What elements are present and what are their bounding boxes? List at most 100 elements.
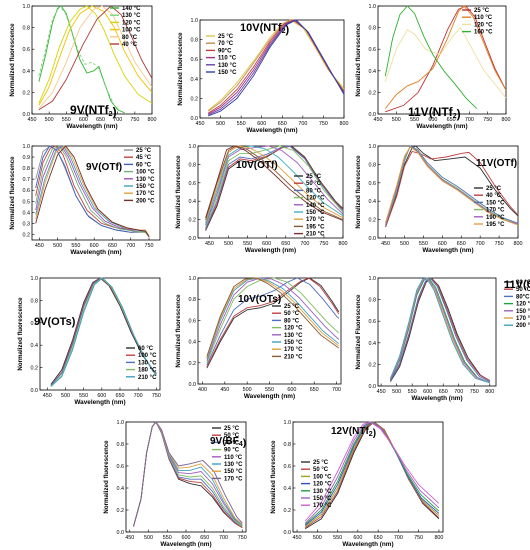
x-tick-label: 650 bbox=[374, 535, 383, 541]
x-tick-label: 500 bbox=[313, 535, 322, 541]
y-tick-label: 0.6 bbox=[369, 319, 377, 325]
series-line bbox=[304, 421, 440, 525]
x-tick-label: 450 bbox=[205, 241, 214, 247]
x-tick-label: 800 bbox=[340, 121, 349, 127]
legend-label: 25 °C bbox=[284, 304, 300, 310]
series-line bbox=[206, 277, 340, 357]
panel-title: 9V(BF4) bbox=[210, 436, 246, 449]
x-tick-label: 550 bbox=[163, 535, 172, 541]
legend-label: 130 °C bbox=[224, 462, 243, 468]
series-line bbox=[205, 145, 344, 221]
x-tick-label: 700 bbox=[300, 241, 309, 247]
series-line bbox=[384, 26, 507, 99]
y-tick-label: 1.0 bbox=[23, 4, 31, 10]
x-tick-label: 500 bbox=[144, 535, 153, 541]
x-tick-label: 800 bbox=[339, 241, 348, 247]
legend-label: 50 °C bbox=[284, 311, 300, 317]
legend-label: 80 °C bbox=[284, 318, 300, 324]
x-tick-label: 600 bbox=[182, 535, 191, 541]
x-tick-label: 700 bbox=[113, 117, 122, 123]
y-tick-label: 0.0 bbox=[189, 382, 197, 388]
legend-label: 180 °C bbox=[138, 368, 157, 374]
x-tick-label: 650 bbox=[447, 117, 456, 123]
y-axis-label: Normalized fluorescence bbox=[9, 23, 16, 97]
series-line bbox=[35, 145, 150, 237]
y-tick-label: 0.8 bbox=[117, 442, 125, 448]
x-tick-label: 450 bbox=[196, 121, 205, 127]
x-axis-label: Wavelength (nm) bbox=[74, 399, 125, 406]
x-tick-label: 500 bbox=[392, 117, 401, 123]
series-line bbox=[38, 5, 125, 114]
y-tick-label: 0.3 bbox=[23, 221, 31, 227]
y-tick-label: 0.2 bbox=[369, 218, 377, 224]
series-line bbox=[205, 145, 344, 222]
x-tick-label: 600 bbox=[423, 389, 432, 395]
series-line bbox=[385, 146, 519, 225]
legend-label: 25 °C bbox=[224, 426, 240, 432]
panel-title: 12V(NTf2) bbox=[331, 426, 376, 439]
series-line bbox=[206, 277, 340, 361]
x-axis-label: Wavelength (nm) bbox=[422, 247, 473, 254]
legend-label: 170 °C bbox=[486, 208, 505, 214]
y-tick-label: 0.8 bbox=[284, 442, 292, 448]
y-tick-label: 0.4 bbox=[191, 77, 199, 83]
y-tick-label: 0.4 bbox=[189, 340, 197, 346]
series-line bbox=[38, 5, 153, 104]
legend-label: 170 °C bbox=[224, 476, 243, 482]
x-tick-label: 650 bbox=[281, 241, 290, 247]
x-tick-label: 450 bbox=[377, 389, 386, 395]
legend-label: 150 °C bbox=[284, 340, 303, 346]
series-line bbox=[384, 5, 507, 109]
x-tick-label: 450 bbox=[220, 387, 229, 393]
x-tick-label: 600 bbox=[438, 241, 447, 247]
y-tick-label: 0.8 bbox=[189, 162, 197, 168]
panel-title: 10V(OTf) bbox=[236, 160, 278, 171]
y-tick-label: 0.2 bbox=[23, 232, 31, 238]
series-line bbox=[304, 421, 440, 527]
series-line bbox=[389, 277, 490, 384]
x-tick-label: 650 bbox=[116, 393, 125, 399]
x-tick-label: 750 bbox=[319, 121, 328, 127]
plot-frame bbox=[377, 5, 507, 115]
y-tick-label: 0.6 bbox=[189, 181, 197, 187]
y-tick-label: 1.0 bbox=[284, 420, 292, 426]
legend-label: 150 °C bbox=[224, 469, 243, 475]
legend-label: 195 °C bbox=[486, 222, 505, 228]
legend-label: 140 °C bbox=[306, 203, 325, 209]
legend-label: 45 °C bbox=[136, 155, 152, 161]
legend-label: 170 °C bbox=[284, 347, 303, 353]
plot-frame bbox=[197, 145, 344, 239]
x-tick-label: 650 bbox=[200, 535, 209, 541]
y-tick-label: 0.9 bbox=[23, 155, 31, 161]
x-tick-label: 800 bbox=[502, 117, 511, 123]
series-line bbox=[205, 145, 344, 226]
series-line bbox=[35, 145, 150, 237]
series-line bbox=[206, 277, 340, 369]
y-axis-label: Normalized fluorescence bbox=[270, 440, 277, 514]
y-axis-label: Normalized fluorescence bbox=[177, 32, 184, 106]
legend-label: 80 °C bbox=[306, 188, 322, 194]
x-axis-label: Wavelength (nm) bbox=[160, 541, 211, 548]
legend-label: 120 °C bbox=[474, 22, 493, 28]
legend-label: 130 °C bbox=[122, 13, 141, 19]
series-line bbox=[390, 277, 491, 383]
x-tick-label: 600 bbox=[257, 121, 266, 127]
y-tick-label: 1.0 bbox=[191, 18, 199, 24]
legend-label: 170 °C bbox=[306, 217, 325, 223]
series-line bbox=[205, 145, 344, 224]
legend-label: 70 °C bbox=[218, 41, 234, 47]
legend-label: 110 °C bbox=[474, 15, 493, 21]
x-tick-label: 650 bbox=[108, 243, 117, 249]
y-tick-label: 0.8 bbox=[23, 166, 31, 172]
chart-panel: 400 450 500 550 600 650 700 0.0 0.2 0.4 0.6 0.8 1.0 W… bbox=[175, 276, 342, 400]
y-tick-label: 0.6 bbox=[189, 318, 197, 324]
series-line bbox=[206, 277, 340, 359]
legend-label: 150 °C bbox=[306, 210, 325, 216]
x-tick-label: 550 bbox=[419, 241, 428, 247]
legend-label: 25 °C bbox=[306, 174, 322, 180]
series-line bbox=[385, 145, 519, 226]
series-line bbox=[206, 277, 340, 366]
series-line bbox=[390, 277, 491, 381]
x-tick-label: 550 bbox=[243, 241, 252, 247]
x-tick-label: 550 bbox=[62, 117, 71, 123]
